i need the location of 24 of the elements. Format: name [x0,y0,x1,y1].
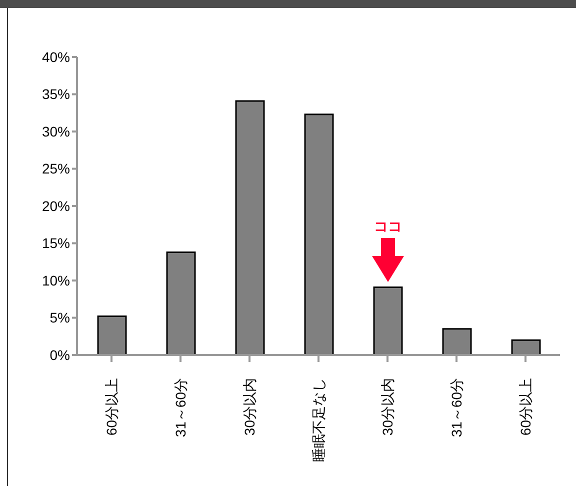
y-tick-label: 0% [50,346,70,363]
bar [304,114,334,355]
bar [373,286,403,355]
y-tick-label: 10% [42,272,70,288]
y-tick-label: 35% [42,86,70,102]
x-tick-label: 30分以内 [242,378,258,436]
y-tick-label: 15% [42,235,70,252]
bar [166,251,196,355]
x-tick-label: 60分以上 [518,378,534,436]
bar [442,328,472,355]
annotation: ココ [373,218,403,236]
y-tick-label: 25% [42,160,70,177]
bar [235,100,265,355]
x-tick-label: 30分以内 [380,378,396,436]
bar [97,316,127,355]
y-tick-label: 20% [42,198,70,214]
x-tick-label: 60分以上 [104,378,120,436]
x-tick-label: 31～60分 [172,378,188,438]
x-tick-label: 睡眠不足なし [310,378,326,462]
y-tick-label: 40% [42,48,70,65]
y-tick-label: 5% [50,310,70,326]
bar [511,339,541,355]
y-tick-label: 30% [42,123,70,140]
x-tick-label: 31～60分 [448,378,464,438]
